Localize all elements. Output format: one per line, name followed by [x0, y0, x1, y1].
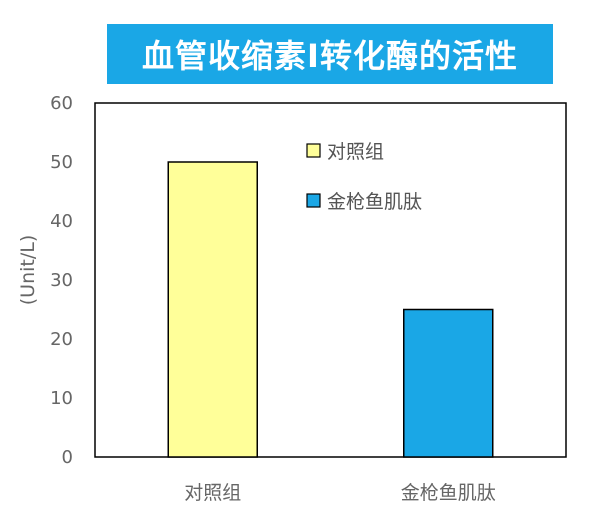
y-tick-label: 20	[50, 329, 73, 350]
x-category-label: 金枪鱼肌肽	[401, 482, 496, 504]
y-tick-label: 40	[50, 211, 73, 232]
chart-title: 血管收缩素I转化酶的活性	[107, 24, 553, 84]
y-axis-label: (Unit/L)	[17, 235, 39, 306]
legend-swatch	[306, 193, 321, 208]
y-tick-label: 50	[50, 152, 73, 173]
legend-label: 金枪鱼肌肽	[327, 191, 422, 213]
y-tick-label: 30	[50, 270, 73, 291]
y-tick-label: 10	[50, 388, 73, 409]
legend-label: 对照组	[327, 141, 384, 163]
y-tick-label: 60	[50, 93, 73, 114]
legend-swatch	[306, 143, 321, 158]
y-tick-label: 0	[62, 447, 73, 468]
bar-1	[167, 161, 258, 458]
x-category-label: 对照组	[184, 482, 241, 504]
bar-2	[403, 308, 494, 458]
